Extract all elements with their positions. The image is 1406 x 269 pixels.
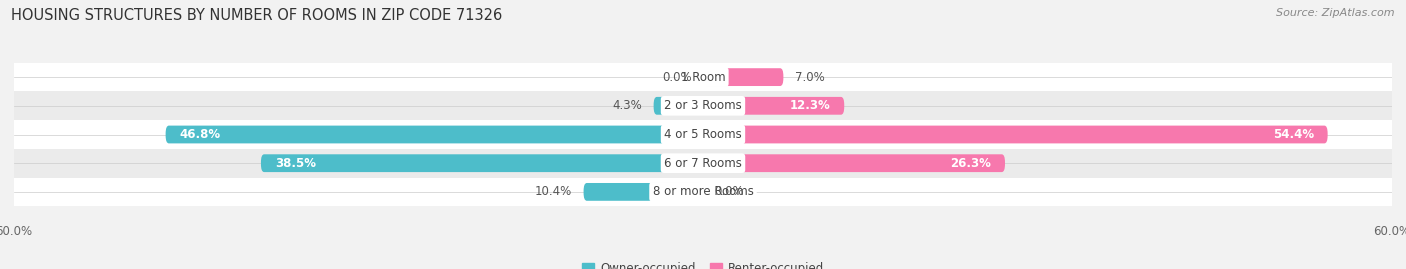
Text: 0.0%: 0.0%	[662, 71, 692, 84]
FancyBboxPatch shape	[703, 68, 783, 86]
FancyBboxPatch shape	[654, 97, 703, 115]
FancyBboxPatch shape	[14, 149, 1392, 178]
FancyBboxPatch shape	[703, 154, 1005, 172]
Text: 1 Room: 1 Room	[681, 71, 725, 84]
FancyBboxPatch shape	[14, 120, 1392, 149]
Text: 46.8%: 46.8%	[180, 128, 221, 141]
FancyBboxPatch shape	[262, 154, 703, 172]
Text: 4 or 5 Rooms: 4 or 5 Rooms	[664, 128, 742, 141]
Text: 7.0%: 7.0%	[794, 71, 824, 84]
Legend: Owner-occupied, Renter-occupied: Owner-occupied, Renter-occupied	[578, 258, 828, 269]
Text: 2 or 3 Rooms: 2 or 3 Rooms	[664, 99, 742, 112]
Text: 26.3%: 26.3%	[950, 157, 991, 170]
Text: 0.0%: 0.0%	[714, 185, 744, 198]
Text: 10.4%: 10.4%	[534, 185, 572, 198]
FancyBboxPatch shape	[14, 178, 1392, 206]
Text: 54.4%: 54.4%	[1272, 128, 1313, 141]
Text: 8 or more Rooms: 8 or more Rooms	[652, 185, 754, 198]
Text: HOUSING STRUCTURES BY NUMBER OF ROOMS IN ZIP CODE 71326: HOUSING STRUCTURES BY NUMBER OF ROOMS IN…	[11, 8, 502, 23]
FancyBboxPatch shape	[703, 97, 844, 115]
FancyBboxPatch shape	[14, 91, 1392, 120]
Text: 38.5%: 38.5%	[274, 157, 316, 170]
FancyBboxPatch shape	[703, 126, 1327, 143]
FancyBboxPatch shape	[166, 126, 703, 143]
FancyBboxPatch shape	[583, 183, 703, 201]
Text: 4.3%: 4.3%	[613, 99, 643, 112]
FancyBboxPatch shape	[14, 63, 1392, 91]
Text: 12.3%: 12.3%	[790, 99, 831, 112]
Text: Source: ZipAtlas.com: Source: ZipAtlas.com	[1277, 8, 1395, 18]
Text: 6 or 7 Rooms: 6 or 7 Rooms	[664, 157, 742, 170]
